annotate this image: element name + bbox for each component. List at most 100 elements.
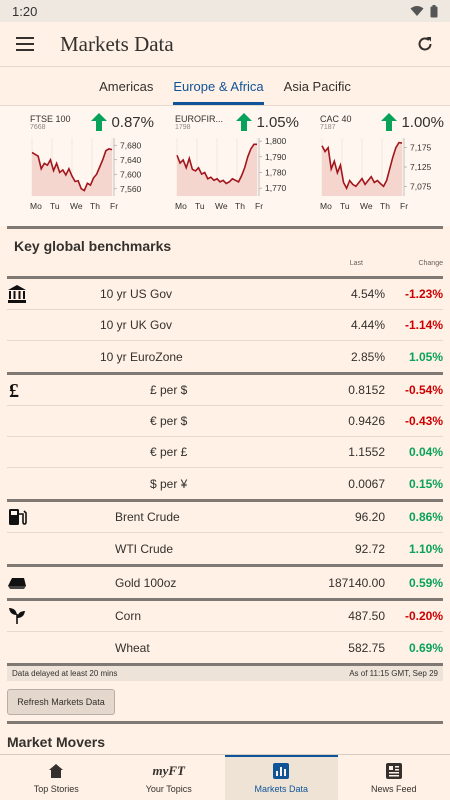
wifi-icon	[410, 6, 424, 16]
refresh-icon[interactable]	[414, 33, 436, 55]
header-change: Change	[418, 260, 443, 267]
nav-your-topics[interactable]: myFT Your Topics	[113, 755, 226, 800]
benchmark-row[interactable]: WTI Crude 92.72 1.10%	[7, 533, 443, 564]
benchmark-last: 4.44%	[350, 318, 385, 332]
benchmark-label: Brent Crude	[115, 510, 180, 524]
chart-line	[176, 143, 257, 185]
sparkline-chart: 1,800 1,790 1,780 1,770 Mo Tu We Th Fr	[175, 136, 287, 211]
benchmark-label: £ per $	[150, 383, 188, 397]
benchmark-label: Wheat	[115, 640, 150, 655]
benchmark-group: Corn 487.50 -0.20% Wheat 582.75 0.69%	[7, 598, 443, 663]
benchmark-last: 0.0067	[348, 476, 385, 491]
chart-area	[177, 144, 257, 196]
nav-top-stories[interactable]: Top Stories	[0, 755, 113, 800]
benchmark-row[interactable]: $ per ¥ 0.0067 0.15%	[7, 468, 443, 499]
y-tick-label: 7,125	[410, 162, 432, 172]
benchmark-row[interactable]: Gold 100oz 187140.00 0.59%	[7, 567, 443, 598]
nav-label: Your Topics	[145, 784, 192, 794]
x-tick-label: Fr	[255, 201, 263, 211]
pound-icon: £	[7, 380, 27, 402]
benchmark-groups: 10 yr US Gov 4.54% -1.23% 10 yr UK Gov 4.44%…	[0, 276, 450, 663]
menu-icon[interactable]	[14, 33, 36, 55]
benchmark-row[interactable]: Corn 487.50 -0.20%	[7, 601, 443, 632]
tab-europe-africa[interactable]: Europe & Africa	[173, 67, 264, 105]
y-tick-label: 7,600	[120, 169, 142, 179]
page-title: Markets Data	[60, 31, 174, 56]
fuel-pump-icon	[7, 507, 27, 527]
chart-area	[32, 148, 112, 196]
benchmark-group: 10 yr US Gov 4.54% -1.23% 10 yr UK Gov 4.44%…	[7, 276, 443, 372]
x-tick-label: Th	[90, 201, 100, 211]
benchmark-last: 582.75	[348, 640, 385, 655]
index-chart-cac[interactable]: CAC 40 7187 1.00% 7,175 7,125 7,075 Mo Tu We T…	[320, 113, 444, 226]
benchmark-row[interactable]: Brent Crude 96.20 0.86%	[7, 502, 443, 533]
benchmark-last: 92.72	[354, 541, 385, 556]
index-chart-ftse[interactable]: FTSE 100 7668 0.87% 7,680 7,640 7,600 7,560…	[30, 113, 154, 226]
x-tick-label: Tu	[50, 201, 60, 211]
y-tick-label: 7,640	[120, 155, 142, 165]
news-feed-icon	[385, 763, 402, 779]
index-chart-eurofirst[interactable]: EUROFIR... 1798 1.05% 1,800 1,790 1,780 1,7…	[175, 113, 299, 226]
benchmark-row[interactable]: € per $ 0.9426 -0.43%	[7, 406, 443, 437]
index-value: 7668	[30, 124, 46, 131]
delay-note: Data delayed at least 20 mins	[12, 669, 118, 678]
x-tick-label: Tu	[340, 201, 350, 211]
nav-markets-data[interactable]: Markets Data	[225, 755, 338, 800]
chart-area	[322, 142, 402, 196]
y-tick-label: 1,780	[265, 167, 287, 177]
benchmarks-title: Key global benchmarks	[7, 226, 443, 260]
app-bar: Markets Data	[0, 22, 450, 66]
benchmark-label: $ per ¥	[150, 476, 188, 491]
benchmark-label: WTI Crude	[115, 541, 174, 556]
benchmark-row[interactable]: 10 yr UK Gov 4.44% -1.14%	[7, 310, 443, 341]
svg-text:£: £	[9, 380, 19, 400]
status-icons	[410, 4, 438, 18]
bank-icon	[7, 284, 27, 304]
benchmark-last: 0.9426	[348, 414, 385, 428]
benchmark-last: 96.20	[354, 510, 385, 524]
x-tick-label: Mo	[320, 201, 332, 211]
up-arrow-icon	[91, 113, 108, 131]
index-change: 0.87%	[111, 113, 154, 131]
benchmark-label: € per $	[150, 414, 188, 428]
benchmark-row[interactable]: 10 yr US Gov 4.54% -1.23%	[7, 279, 443, 310]
benchmark-row[interactable]: 10 yr EuroZone 2.85% 1.05%	[7, 341, 443, 372]
benchmark-change: -0.43%	[404, 414, 443, 428]
sparkline-chart: 7,175 7,125 7,075 Mo Tu We Th Fr	[320, 138, 432, 211]
bottom-nav: Top Stories myFT Your Topics Markets Dat…	[0, 754, 450, 800]
y-tick-label: 7,680	[120, 140, 142, 150]
benchmark-label: 10 yr US Gov	[100, 287, 173, 301]
benchmark-change: 0.69%	[408, 640, 443, 655]
y-tick-label: 1,800	[265, 136, 287, 146]
benchmark-row[interactable]: € per £ 1.1552 0.04%	[7, 437, 443, 468]
data-delay-note: Data delayed at least 20 mins As of 11:1…	[7, 663, 443, 681]
benchmark-last: 0.8152	[348, 383, 385, 397]
nav-label: News Feed	[370, 784, 417, 794]
region-tabs: Americas Europe & Africa Asia Pacific	[0, 66, 450, 106]
battery-icon	[430, 4, 438, 17]
tab-asia-pacific[interactable]: Asia Pacific	[283, 79, 351, 94]
benchmark-group: Gold 100oz 187140.00 0.59%	[7, 564, 443, 598]
benchmark-label: Corn	[115, 609, 142, 623]
benchmark-row[interactable]: Wheat 582.75 0.69%	[7, 632, 443, 663]
nav-news-feed[interactable]: News Feed	[338, 755, 450, 800]
tab-americas[interactable]: Americas	[99, 79, 154, 94]
benchmark-label: 10 yr UK Gov	[100, 318, 173, 332]
index-change: 1.05%	[256, 113, 299, 131]
benchmark-label: € per £	[150, 445, 188, 459]
x-tick-label: We	[360, 201, 373, 211]
benchmark-change: -1.23%	[404, 287, 443, 301]
index-name: CAC 40	[320, 114, 352, 124]
x-tick-label: Fr	[110, 201, 118, 211]
index-charts: FTSE 100 7668 0.87% 7,680 7,640 7,600 7,560…	[0, 106, 450, 226]
index-value: 1798	[175, 124, 191, 131]
benchmark-row[interactable]: £ £ per $ 0.8152 -0.54%	[7, 375, 443, 406]
benchmark-group: Brent Crude 96.20 0.86% WTI Crude 92.72 1.10%	[7, 499, 443, 564]
chart-line	[321, 141, 403, 191]
benchmark-change: 0.59%	[408, 575, 443, 590]
benchmark-last: 187140.00	[328, 575, 385, 590]
index-change: 1.00%	[401, 113, 444, 131]
header-last: Last	[349, 260, 363, 267]
refresh-markets-button[interactable]: Refresh Markets Data	[7, 689, 115, 715]
benchmark-change: 0.86%	[408, 510, 443, 524]
